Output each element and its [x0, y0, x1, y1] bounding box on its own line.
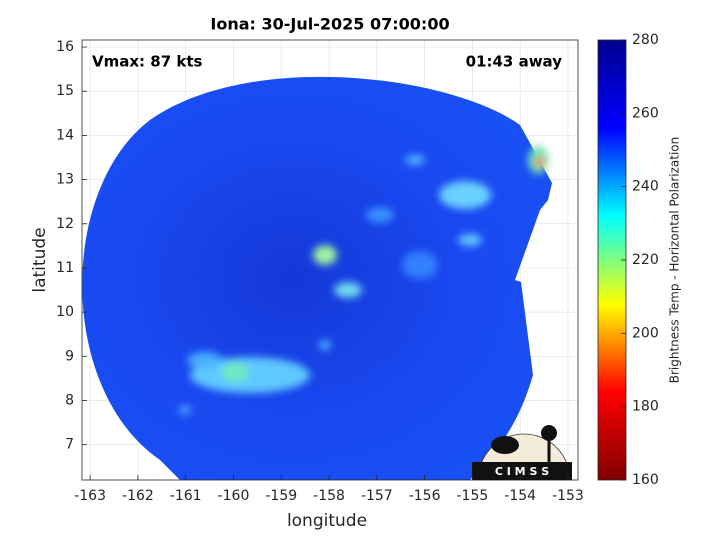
swath — [82, 76, 552, 480]
x-tick-label: -155 — [457, 488, 489, 504]
y-tick-label: 8 — [65, 392, 74, 408]
colorbar-tick-label: 220 — [632, 252, 659, 268]
y-tick-label: 15 — [56, 83, 74, 99]
x-tick-label: -153 — [552, 488, 584, 504]
y-axis-label: latitude — [30, 227, 50, 292]
swath-field — [82, 76, 552, 480]
colorbar-label: Brightness Temp - Horizontal Polarizatio… — [668, 137, 682, 384]
x-axis-label: longitude — [287, 511, 367, 531]
y-tick-label: 14 — [56, 127, 74, 143]
x-tick-label: -160 — [218, 488, 250, 504]
colorbar-tick-label: 260 — [632, 105, 659, 121]
x-tick-label: -154 — [504, 488, 536, 504]
y-tick-label: 11 — [56, 260, 74, 276]
y-tick-label: 9 — [65, 348, 74, 364]
colorbar-tick-label: 180 — [632, 399, 659, 415]
colorbar-tick-label: 280 — [632, 32, 659, 48]
x-tick-label: -156 — [409, 488, 441, 504]
y-tick-label: 16 — [56, 39, 74, 55]
annotation: 01:43 away — [466, 53, 563, 71]
colorbar-tick-label: 240 — [632, 179, 659, 195]
x-tick-label: -158 — [313, 488, 345, 504]
logo-text: C I M S S — [495, 465, 549, 478]
y-tick-label: 10 — [56, 304, 74, 320]
colorbar-tick-label: 160 — [632, 472, 659, 488]
chart-title: Iona: 30-Jul-2025 07:00:00 — [210, 15, 449, 34]
x-tick-label: -162 — [122, 488, 154, 504]
logo: C I M S S — [472, 425, 572, 481]
y-tick-label: 12 — [56, 216, 74, 232]
annotation: Vmax: 87 kts — [92, 53, 202, 71]
plot-frame — [81, 39, 579, 481]
y-tick-label: 7 — [65, 437, 74, 453]
x-tick-label: -163 — [74, 488, 106, 504]
convection — [179, 146, 548, 414]
x-tick-label: -159 — [265, 488, 297, 504]
x-tick-label: -157 — [361, 488, 393, 504]
y-tick-label: 13 — [56, 172, 74, 188]
x-tick-label: -161 — [170, 488, 202, 504]
colorbar-tick-label: 200 — [632, 325, 659, 341]
